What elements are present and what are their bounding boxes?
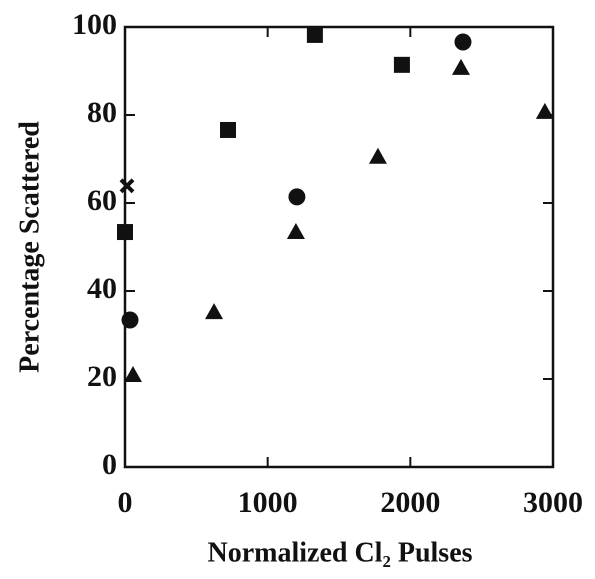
triangle-point <box>123 366 142 383</box>
circle-point <box>288 188 306 206</box>
cross-point <box>119 178 135 194</box>
y-tick-label: 80 <box>87 96 117 129</box>
square-point <box>393 56 410 73</box>
x-tick-label: 1000 <box>238 486 298 519</box>
triangle-point <box>205 303 224 320</box>
y-axis-label: Percentage Scattered <box>14 121 45 373</box>
plot-frame <box>123 25 555 469</box>
circle-point <box>454 33 472 51</box>
y-tick-label: 20 <box>87 360 117 393</box>
square-point <box>220 121 237 138</box>
y-tick-label: 0 <box>102 448 117 481</box>
triangle-point <box>368 147 387 164</box>
x-axis-label: Normalized Cl₂ Pulses <box>207 537 472 568</box>
square-point <box>306 26 323 43</box>
y-tick-label: 40 <box>87 272 117 305</box>
triangle-point <box>535 102 554 119</box>
y-tick-label: 100 <box>72 8 117 41</box>
x-tick-label: 2000 <box>380 486 440 519</box>
x-tick-label: 3000 <box>523 486 583 519</box>
circle-point <box>121 311 139 329</box>
x-tick-label: 0 <box>118 486 133 519</box>
square-point <box>117 224 133 241</box>
triangle-point <box>286 223 305 240</box>
triangle-point <box>451 58 470 75</box>
y-tick-label: 60 <box>87 184 117 217</box>
